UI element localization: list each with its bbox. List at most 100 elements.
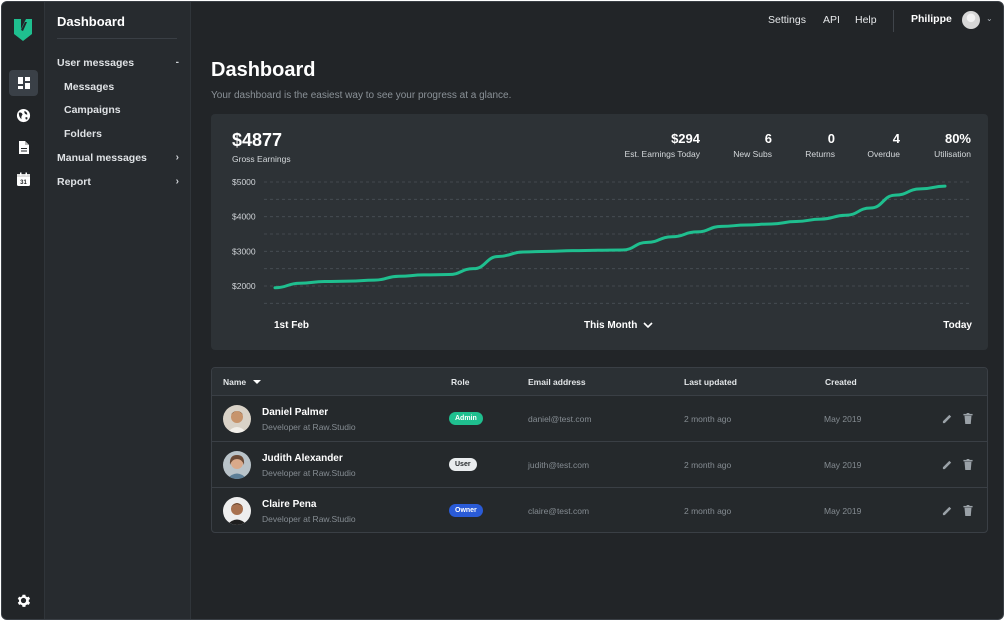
edit-icon[interactable] (940, 503, 954, 517)
email-cell: judith@test.com (528, 460, 590, 470)
settings-icon[interactable] (9, 587, 38, 613)
divider (57, 38, 177, 39)
stat-returns: 0 Returns (805, 131, 835, 159)
email-cell: claire@test.com (528, 506, 590, 516)
range-dropdown[interactable]: This Month (584, 320, 653, 331)
earnings-line-chart: $5000 $4000 $3000 $2000 (232, 177, 971, 304)
col-email-header: Email address (528, 377, 586, 387)
sidebar-item-messages[interactable]: Messages (64, 77, 114, 97)
stat-label: Overdue (867, 149, 900, 159)
chevron-right-icon: › (175, 152, 179, 163)
y-tick-label: $3000 (232, 246, 256, 256)
range-label: This Month (584, 320, 638, 331)
sidebar-item-label: Report (57, 176, 91, 188)
sidebar-item-label: Folders (64, 128, 102, 140)
logo-icon[interactable] (12, 16, 34, 42)
table-row[interactable]: Daniel Palmer Developer at Raw.Studio Ad… (212, 396, 987, 442)
edit-icon[interactable] (940, 457, 954, 471)
user-name: Judith Alexander (262, 453, 343, 464)
page-subtitle: Your dashboard is the easiest way to see… (211, 90, 512, 101)
earnings-series-line (273, 184, 947, 290)
role-badge: User (449, 458, 477, 471)
collapse-icon: - (175, 57, 179, 68)
chevron-right-icon: › (175, 176, 179, 187)
created-cell: May 2019 (824, 506, 862, 516)
sidebar-item-campaigns[interactable]: Campaigns (64, 100, 121, 120)
y-tick-label: $4000 (232, 212, 256, 222)
sort-down-icon (252, 380, 261, 384)
user-name: Daniel Palmer (262, 407, 329, 418)
sidebar-item-user-messages[interactable]: User messages - (57, 53, 179, 73)
sidebar-item-report[interactable]: Report › (57, 172, 179, 192)
earnings-card: $4877 Gross Earnings $294 Est. Earnings … (211, 114, 988, 350)
stat-new-subs: 6 New Subs (733, 131, 772, 159)
chevron-down-icon (643, 322, 653, 329)
stat-value: 80% (944, 131, 971, 146)
stat-label: Returns (805, 149, 835, 159)
dashboard-icon[interactable] (9, 70, 38, 96)
col-name-header[interactable]: Name (223, 377, 261, 387)
sidebar-item-label: Messages (64, 81, 115, 93)
stat-utilisation: 80% Utilisation (934, 131, 971, 159)
table-row[interactable]: Judith Alexander Developer at Raw.Studio… (212, 442, 987, 488)
stat-value: 4 (892, 131, 900, 146)
user-name: Claire Pena (262, 499, 317, 510)
stat-est-earnings: $294 Est. Earnings Today (625, 131, 700, 159)
secondary-sidebar: Dashboard User messages - Messages Campa… (45, 2, 191, 619)
col-label: Name (223, 377, 247, 387)
calendar-icon[interactable]: 31 (9, 166, 38, 192)
sidebar-item-label: Campaigns (64, 104, 121, 116)
user-avatar[interactable] (962, 11, 980, 29)
avatar (223, 451, 251, 479)
trash-icon[interactable] (961, 411, 975, 425)
table-row[interactable]: Claire Pena Developer at Raw.Studio Owne… (212, 488, 987, 532)
divider (893, 10, 894, 32)
trash-icon[interactable] (961, 503, 975, 517)
calendar-day: 31 (20, 180, 27, 186)
avatar (223, 405, 251, 433)
sidebar-item-folders[interactable]: Folders (64, 124, 102, 144)
email-cell: daniel@test.com (528, 414, 592, 424)
y-tick-label: $5000 (232, 177, 256, 187)
top-bar: Settings API Help Philippe ⌄ (191, 2, 1003, 40)
updated-cell: 2 month ago (684, 460, 732, 470)
gross-earnings-label: Gross Earnings (232, 154, 291, 164)
icon-rail: 31 (2, 2, 45, 619)
col-role-header: Role (451, 377, 470, 387)
chart-end-label: Today (943, 320, 972, 331)
stat-value: 6 (764, 131, 772, 146)
api-link[interactable]: API (823, 14, 840, 26)
page-title: Dashboard (211, 59, 316, 81)
updated-cell: 2 month ago (684, 414, 732, 424)
created-cell: May 2019 (824, 460, 862, 470)
table-header: Name Role Email address Last updated Cre… (212, 368, 987, 396)
help-link[interactable]: Help (855, 14, 877, 26)
document-icon[interactable] (9, 134, 38, 160)
sidebar-item-label: User messages (57, 57, 135, 69)
edit-icon[interactable] (940, 411, 954, 425)
settings-link[interactable]: Settings (768, 14, 806, 26)
avatar (223, 497, 251, 525)
globe-icon[interactable] (9, 102, 38, 128)
stat-overdue: 4 Overdue (867, 131, 900, 159)
user-title: Developer at Raw.Studio (262, 514, 356, 524)
role-badge: Admin (449, 412, 483, 425)
gross-earnings-value: $4877 (232, 130, 283, 150)
sidebar-item-manual-messages[interactable]: Manual messages › (57, 148, 179, 168)
stat-label: Utilisation (934, 149, 971, 159)
chevron-down-icon[interactable]: ⌄ (986, 14, 993, 23)
users-table: Name Role Email address Last updated Cre… (211, 367, 988, 533)
col-updated-header: Last updated (684, 377, 737, 387)
app-title: Dashboard (57, 14, 125, 29)
trash-icon[interactable] (961, 457, 975, 471)
stat-label: New Subs (733, 149, 772, 159)
stat-value: $294 (671, 131, 700, 146)
stat-label: Est. Earnings Today (624, 149, 700, 159)
user-title: Developer at Raw.Studio (262, 422, 356, 432)
col-created-header: Created (825, 377, 857, 387)
stat-value: 0 (827, 131, 835, 146)
chart-start-label: 1st Feb (274, 320, 310, 331)
user-name[interactable]: Philippe (911, 13, 952, 25)
created-cell: May 2019 (824, 414, 862, 424)
